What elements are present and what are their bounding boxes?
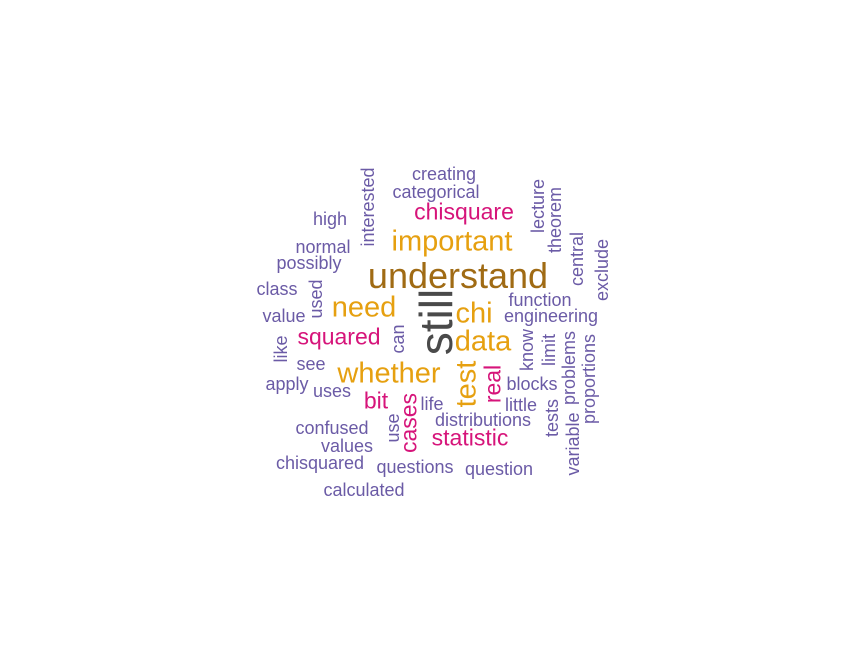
word-interested: interested <box>358 167 378 247</box>
word-real: real <box>479 364 506 404</box>
word-problems: problems <box>559 330 579 406</box>
word-function: function <box>508 290 572 310</box>
word-chisquared: chisquared <box>275 453 365 473</box>
word-used: used <box>306 279 326 319</box>
word-confused: confused <box>295 418 369 438</box>
word-statistic: statistic <box>431 424 509 451</box>
word-squared: squared <box>297 323 381 350</box>
word-important: important <box>391 225 513 258</box>
word-calculated: calculated <box>323 480 405 500</box>
word-chi: chi <box>455 297 493 330</box>
word-life: life <box>420 394 444 414</box>
word-variable: variable <box>563 412 583 476</box>
word-whether: whether <box>337 357 441 390</box>
word-test: test <box>450 360 483 408</box>
word-engineering: engineering <box>503 306 599 326</box>
word-creating: creating <box>411 164 477 184</box>
word-questions: questions <box>376 457 454 477</box>
word-little: little <box>504 395 538 415</box>
word-need: need <box>331 291 397 324</box>
word-uses: uses <box>312 381 352 401</box>
word-proportions: proportions <box>579 333 599 425</box>
word-class: class <box>256 279 298 299</box>
word-value: value <box>262 306 306 326</box>
word-use: use <box>383 413 403 443</box>
word-still: still <box>410 288 462 356</box>
word-central: central <box>567 231 587 287</box>
word-question: question <box>464 459 534 479</box>
word-high: high <box>312 209 348 229</box>
word-can: can <box>388 324 408 354</box>
word-theorem: theorem <box>545 186 565 254</box>
word-categorical: categorical <box>392 182 480 202</box>
word-see: see <box>296 354 326 374</box>
word-blocks: blocks <box>506 374 558 394</box>
word-apply: apply <box>265 374 309 394</box>
word-understand: understand <box>367 255 549 296</box>
word-exclude: exclude <box>592 238 612 302</box>
word-like: like <box>271 335 291 363</box>
word-values: values <box>320 436 374 456</box>
word-tests: tests <box>542 398 562 438</box>
word-know: know <box>517 328 537 372</box>
word-distributions: distributions <box>434 410 532 430</box>
word-possibly: possibly <box>276 253 342 273</box>
word-limit: limit <box>539 334 559 366</box>
word-data: data <box>454 325 512 358</box>
word-chisquare: chisquare <box>414 198 514 225</box>
word-bit: bit <box>363 387 389 414</box>
word-normal: normal <box>295 237 351 257</box>
